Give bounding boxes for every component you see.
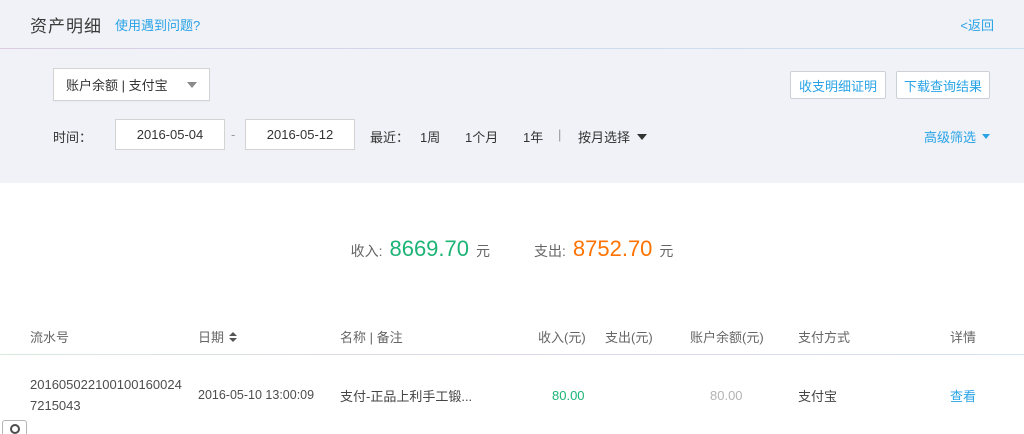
chevron-down-icon <box>637 133 648 140</box>
view-detail-link[interactable]: 查看 <box>950 388 977 404</box>
download-results-button[interactable]: 下载查询结果 <box>896 71 990 99</box>
time-label: 时间： <box>53 130 93 145</box>
header-method: 支付方式 <box>798 330 851 345</box>
header-date[interactable]: 日期 <box>198 327 340 346</box>
table-row: 2016050221001001600247215043 2016-05-10 … <box>0 355 1024 434</box>
cell-name-remark: 支付-正品上利手工锻... <box>340 388 473 404</box>
header-income: 收入(元) <box>538 330 586 345</box>
cell-date: 2016-05-10 13:00:09 <box>198 388 315 402</box>
start-date-input[interactable] <box>115 119 225 150</box>
table-header-row: 流水号 日期 名称 | 备注 收入(元) 支出(元) 账户余额(元) 支付方式 … <box>0 318 1024 355</box>
results-section: 收入: 8669.70 元 支出: 8752.70 元 流水号 日期 名称 | … <box>0 183 1024 434</box>
income-summary: 收入: 8669.70 元 <box>351 236 490 262</box>
recent-label: 最近： <box>370 130 410 145</box>
cell-balance: 80.00 <box>710 387 743 403</box>
expense-unit: 元 <box>659 243 674 259</box>
circle-icon <box>9 424 20 434</box>
page-title: 资产明细 <box>30 17 102 36</box>
quick-range-1month[interactable]: 1个月 <box>465 130 499 145</box>
income-label: 收入: <box>350 243 383 259</box>
cell-income: 80.00 <box>552 387 585 403</box>
summary-row: 收入: 8669.70 元 支出: 8752.70 元 <box>0 183 1024 262</box>
header-serial: 流水号 <box>30 330 70 345</box>
cell-serial-number: 2016050221001001600247215043 <box>30 377 182 413</box>
expense-value: 8752.70 <box>572 236 653 261</box>
header-balance: 账户余额(元) <box>690 330 764 345</box>
advanced-filter-label: 高级筛选 <box>923 130 976 145</box>
header-detail: 详情 <box>950 330 977 345</box>
header-name: 名称 | 备注 <box>340 330 403 345</box>
account-type-value: 账户余额 | 支付宝 <box>66 78 168 93</box>
back-link[interactable]: <返回 <box>960 18 994 33</box>
month-select-dropdown[interactable]: 按月选择 <box>578 127 648 146</box>
page-header: 资产明细 使用遇到问题? <返回 <box>0 0 1024 49</box>
date-range-separator: - <box>231 127 236 142</box>
account-type-select[interactable]: 账户余额 | 支付宝 <box>53 68 210 101</box>
chevron-down-icon <box>187 81 197 88</box>
end-date-input[interactable] <box>245 119 355 150</box>
statement-proof-button[interactable]: 收支明细证明 <box>790 71 886 99</box>
expense-label: 支出: <box>534 243 566 259</box>
header-date-label: 日期 <box>198 330 225 345</box>
chevron-down-icon <box>982 134 990 139</box>
expense-summary: 支出: 8752.70 元 <box>534 236 673 262</box>
header-expense: 支出(元) <box>605 330 653 345</box>
help-link[interactable]: 使用遇到问题? <box>115 18 201 33</box>
divider: | <box>558 127 562 142</box>
cell-payment-method: 支付宝 <box>798 388 838 404</box>
income-unit: 元 <box>476 243 490 259</box>
transactions-table: 流水号 日期 名称 | 备注 收入(元) 支出(元) 账户余额(元) 支付方式 … <box>0 318 1024 434</box>
corner-widget[interactable] <box>2 420 27 434</box>
filter-panel: 资产明细 使用遇到问题? <返回 账户余额 | 支付宝 收支明细证明 下载查询结… <box>0 0 1024 183</box>
month-select-label: 按月选择 <box>578 130 631 145</box>
quick-range-1week[interactable]: 1周 <box>420 130 441 145</box>
sort-updown-icon[interactable] <box>229 331 238 342</box>
income-value: 8669.70 <box>389 236 469 261</box>
quick-range-1year[interactable]: 1年 <box>523 130 544 145</box>
advanced-filter-link[interactable]: 高级筛选 <box>924 127 990 146</box>
